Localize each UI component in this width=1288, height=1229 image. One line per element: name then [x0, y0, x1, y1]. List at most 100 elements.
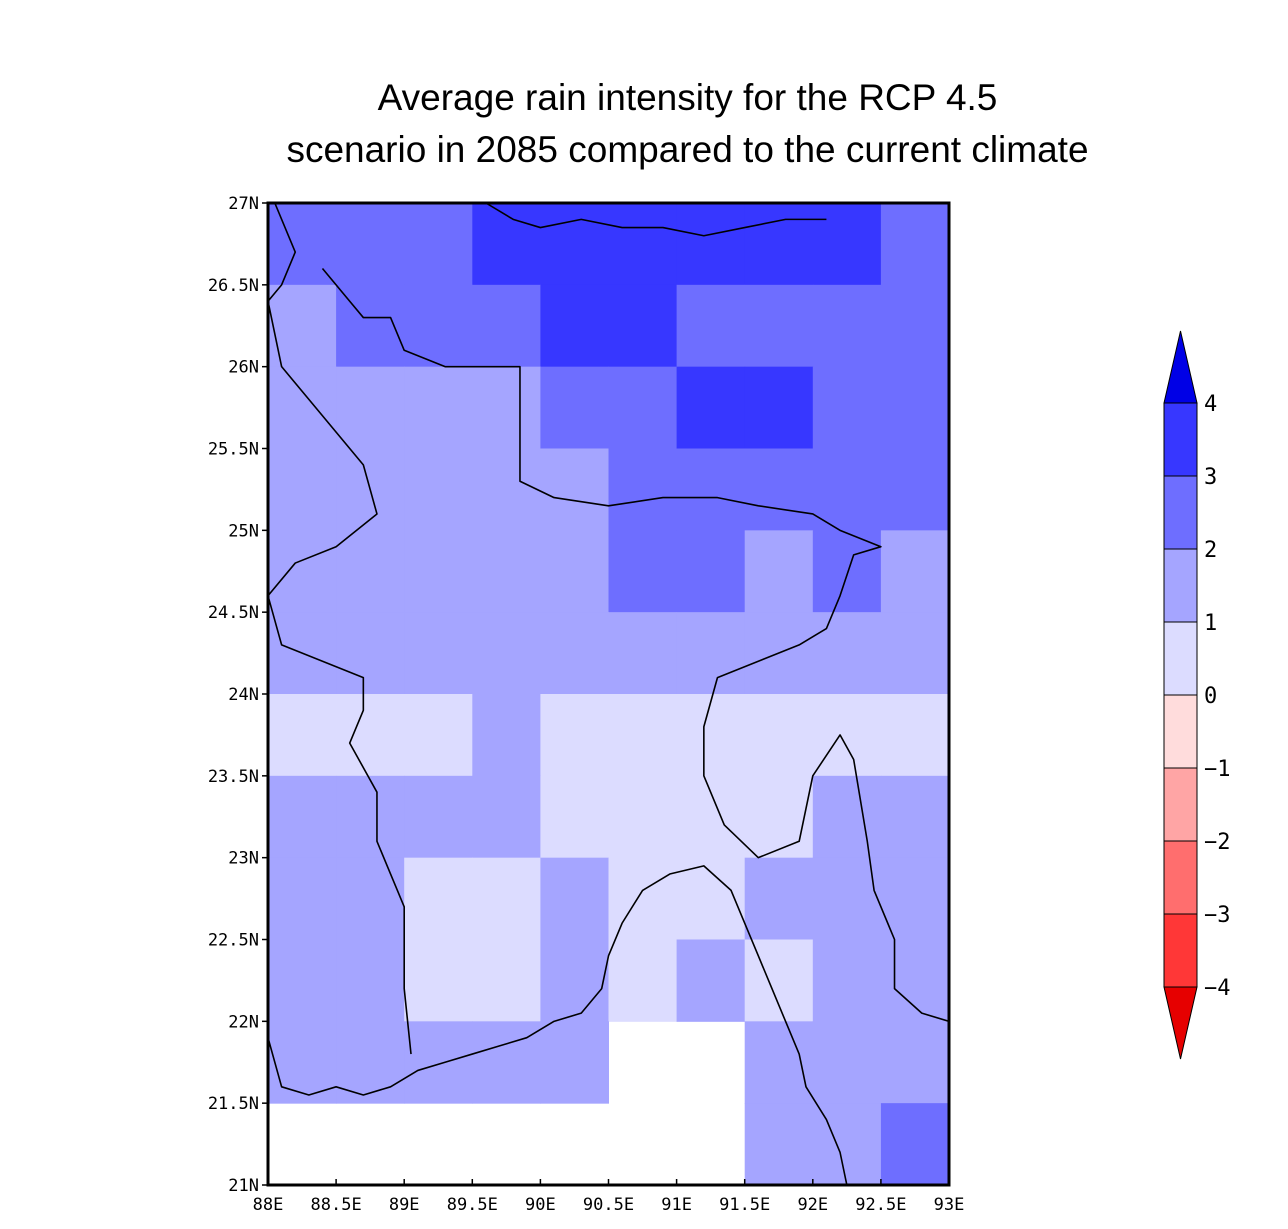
y-tick-label: 26N [228, 358, 259, 378]
heatmap-cell [812, 612, 882, 695]
x-tick-label: 89.5E [447, 1195, 498, 1215]
heatmap-cell [472, 203, 541, 286]
x-tick-label: 89E [389, 1195, 420, 1215]
heatmap-cell [744, 203, 814, 286]
heatmap-cell [744, 1103, 814, 1185]
heatmap-cell [336, 857, 405, 940]
heatmap-cell [336, 939, 405, 1022]
map-outlines [268, 203, 949, 1185]
heatmap-cell [268, 530, 337, 613]
heatmap-cell [472, 775, 541, 859]
heatmap-cell [812, 857, 882, 940]
heatmap-cell [744, 448, 814, 531]
heatmap-cell [268, 448, 337, 531]
x-axis: 88E 88.5E 89E 89.5E 90E 90.5E 91E 91.5E 92E 92.5E… [253, 1179, 965, 1215]
heatmap-cell [812, 284, 882, 368]
x-tick-label: 90E [525, 1195, 556, 1215]
heatmap-cell [608, 612, 678, 695]
colorbar-swatch [1163, 767, 1198, 842]
colorbar-label: 0 [1204, 684, 1217, 709]
heatmap-cell [812, 939, 882, 1022]
heatmap-cell [472, 1021, 541, 1104]
heatmap-cell [472, 366, 541, 449]
heatmap-cell [880, 694, 949, 777]
heatmap-cell [676, 366, 746, 449]
heatmap-cell [812, 775, 882, 859]
heatmap-cell [608, 284, 678, 368]
colorbar-top-arrow [1163, 330, 1198, 404]
x-tick-label: 92.5E [855, 1195, 906, 1215]
heatmap-cell [608, 203, 678, 286]
heatmap-cell [812, 366, 882, 449]
heatmap-cell [676, 448, 746, 531]
colorbar-label: 4 [1204, 392, 1217, 417]
heatmap-cell [268, 694, 337, 777]
heatmap-cell [472, 530, 541, 613]
chart-title: Average rain intensity for the RCP 4.5 s… [0, 72, 1288, 176]
colorbar-swatch [1163, 913, 1198, 988]
heatmap-cell [608, 448, 678, 531]
heatmap-cell [608, 939, 678, 1022]
heatmap-cell [676, 775, 746, 859]
heatmap-cell [812, 203, 882, 286]
heatmap-cell [676, 203, 746, 286]
heatmap-cell [880, 1021, 949, 1104]
heatmap-cell [744, 1021, 814, 1104]
colorbar-label: −2 [1204, 830, 1231, 855]
heatmap-cell [540, 775, 609, 859]
border-line [321, 267, 949, 1023]
heatmap-cell [336, 203, 405, 286]
heatmap-cell [608, 775, 678, 859]
heatmap-cell [404, 1021, 473, 1104]
heatmap-cell [336, 530, 405, 613]
colorbar-label: 2 [1204, 538, 1217, 563]
x-tick-label: 88.5E [311, 1195, 362, 1215]
heatmap-cell [880, 612, 949, 695]
x-tick-label: 93E [934, 1195, 965, 1215]
heatmap-cell [404, 939, 473, 1022]
colorbar-label: −4 [1204, 976, 1231, 1001]
heatmap-cell [336, 366, 405, 449]
colorbar-label: −3 [1204, 903, 1231, 928]
heatmap-cell [812, 448, 882, 531]
heatmap-cell [608, 694, 678, 777]
x-tick-label: 88E [253, 1195, 284, 1215]
heatmap-cell [472, 284, 541, 368]
heatmap-cell [404, 366, 473, 449]
colorbar-swatch [1163, 402, 1198, 477]
heatmap-cell [744, 857, 814, 940]
heatmap-cell [404, 448, 473, 531]
heatmap-cell [880, 939, 949, 1022]
heatmap-cell [540, 857, 609, 940]
heatmap-cell [880, 203, 949, 286]
heatmap-cell [608, 857, 678, 940]
heatmap-cell [268, 775, 337, 859]
heatmap-cell [880, 284, 949, 368]
heatmap-cells [268, 203, 949, 1185]
y-tick-label: 24N [228, 685, 259, 705]
y-tick-label: 27N [228, 194, 259, 214]
chart-title-line-2: scenario in 2085 compared to the current… [286, 129, 1089, 170]
heatmap-cell [404, 775, 473, 859]
heatmap-cell [812, 694, 882, 777]
heatmap-cell [540, 612, 609, 695]
heatmap-cell [880, 448, 949, 531]
heatmap-cell [744, 530, 814, 613]
heatmap-cell [744, 775, 814, 859]
colorbar-swatch [1163, 475, 1198, 550]
heatmap-cell [540, 366, 609, 449]
heatmap-cell [744, 694, 814, 777]
y-axis: 21N 21.5N 22N 22.5N 23N 23.5N 24N 24.5N 25N 25.5N… [208, 194, 268, 1196]
colorbar-swatch [1163, 840, 1198, 915]
heatmap-cell [268, 857, 337, 940]
heatmap-cell [268, 1021, 337, 1104]
heatmap-cell [676, 939, 746, 1022]
heatmap-cell [404, 857, 473, 940]
heatmap-cell [336, 1021, 405, 1104]
heatmap-cell [880, 1103, 949, 1185]
y-tick-label: 21.5N [208, 1094, 259, 1114]
heatmap-cell [472, 939, 541, 1022]
heatmap-cell [880, 530, 949, 613]
y-tick-label: 21N [228, 1176, 259, 1196]
heatmap-cell [336, 775, 405, 859]
